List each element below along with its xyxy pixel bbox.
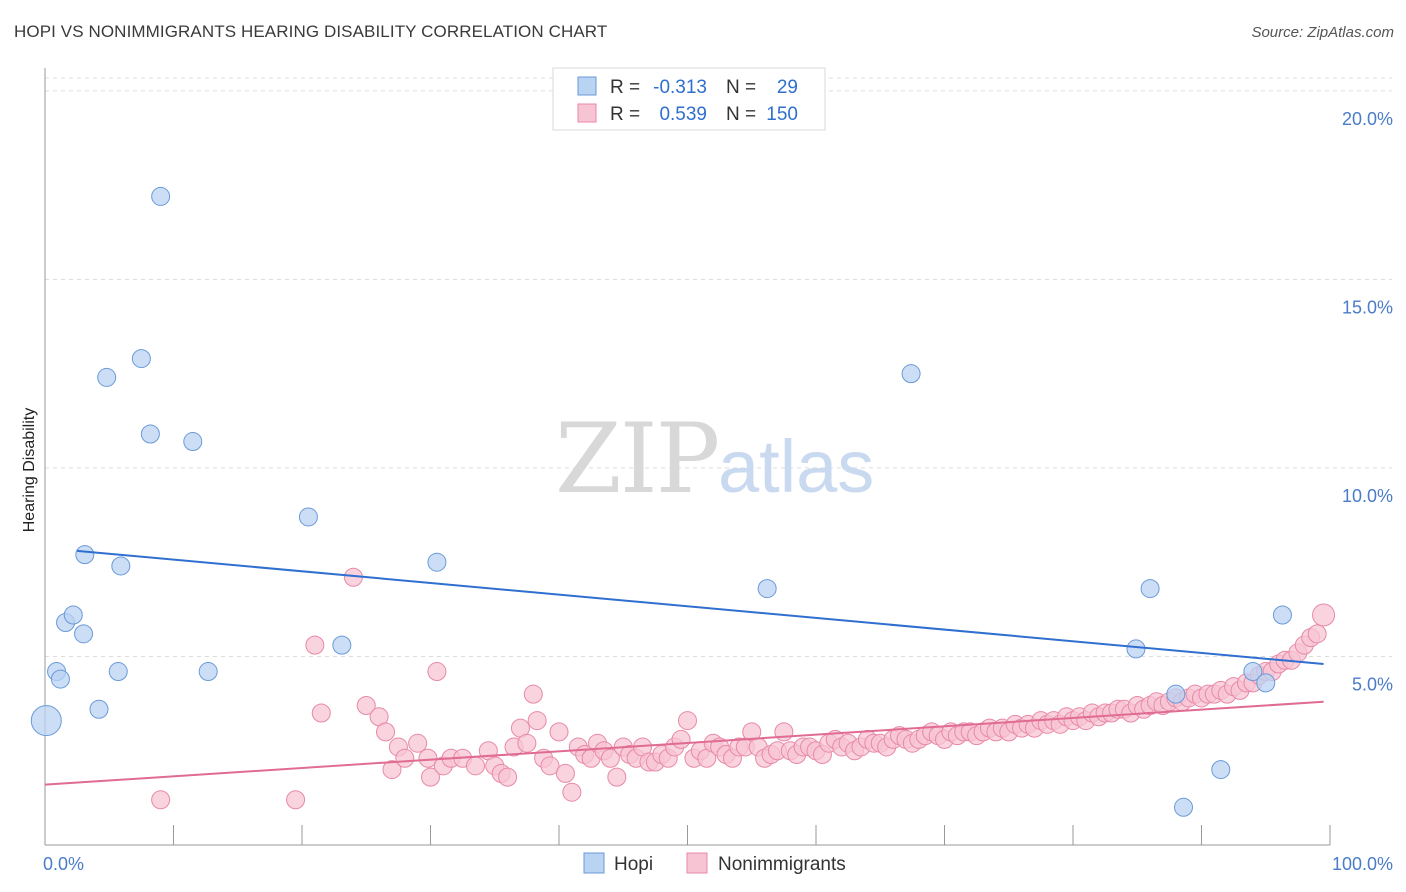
- series-legend: Hopi Nonimmigrants: [583, 852, 846, 875]
- y-tick-label-5: 5.0%: [1352, 674, 1393, 694]
- grid-lines: [45, 77, 1392, 657]
- non-point-2: [305, 635, 325, 655]
- hopi-point-24: [1174, 797, 1194, 817]
- non-point-13: [421, 767, 440, 787]
- legend-r-label-nonimmigrants: R =: [610, 104, 640, 125]
- watermark-atlas: atlas: [718, 425, 874, 508]
- hopi-point-15: [198, 662, 218, 682]
- hopi-point-5: [74, 624, 94, 644]
- non-point-5: [356, 695, 376, 715]
- correlation-legend: R = -0.313 N = 29 R = 0.539 N = 150: [552, 67, 826, 131]
- non-point-32: [562, 782, 582, 802]
- hopi-point-2: [50, 669, 70, 689]
- trend-lines: [44, 549, 1324, 786]
- source-credit: Source: ZipAtlas.com: [1251, 24, 1394, 41]
- series-hopi: [30, 186, 1292, 817]
- hopi-point-17: [332, 635, 352, 655]
- non-point-29: [540, 756, 560, 776]
- non-point-0: [151, 790, 171, 810]
- non-point-65: [774, 722, 794, 742]
- non-point-11: [408, 733, 428, 753]
- hopi-point-13: [151, 186, 171, 206]
- non-point-26: [523, 684, 543, 704]
- hopi-point-7: [89, 699, 109, 719]
- legend-n-label-hopi: N =: [726, 77, 756, 98]
- hopi-point-16: [298, 507, 318, 527]
- hopi-point-19: [757, 579, 777, 599]
- non-point-18: [465, 756, 485, 776]
- non-point-10: [395, 748, 415, 768]
- y-axis-title: Hearing Disability: [21, 408, 38, 533]
- non-point-14: [427, 662, 447, 682]
- non-point-7: [376, 722, 396, 742]
- non-point-27: [527, 711, 547, 731]
- hopi-point-21: [1126, 639, 1146, 659]
- legend-n-value-hopi: 29: [777, 77, 798, 98]
- legend-bottom-swatch-nonimmigrants: [686, 852, 708, 874]
- non-point-1: [286, 790, 306, 810]
- chart-title: HOPI VS NONIMMIGRANTS HEARING DISABILITY…: [14, 22, 608, 41]
- hopi-point-12: [140, 424, 160, 444]
- non-point-38: [600, 748, 620, 768]
- hopi-point-27: [1256, 673, 1276, 693]
- hopi-point-14: [183, 432, 203, 452]
- hopi-trend-line: [77, 549, 1324, 666]
- y-tick-label-20: 20.0%: [1342, 109, 1393, 129]
- hopi-point-18: [427, 552, 447, 572]
- watermark-zip: ZIP: [555, 403, 718, 515]
- hopi-point-11: [131, 349, 151, 369]
- legend-bottom-label-hopi: Hopi: [614, 854, 653, 875]
- non-point-22: [498, 767, 518, 787]
- x-tick-label-0: 0.0%: [43, 854, 84, 874]
- non-point-50: [678, 711, 697, 731]
- non-point-25: [517, 733, 537, 753]
- legend-bottom-swatch-hopi: [583, 852, 605, 874]
- legend-n-label-nonimmigrants: N =: [726, 104, 756, 125]
- hopi-point-9: [108, 662, 128, 682]
- x-tick-label-100: 100.0%: [1332, 854, 1393, 874]
- hopi-point-8: [97, 367, 117, 387]
- legend-bottom-label-nonimmigrants: Nonimmigrants: [718, 854, 846, 875]
- series-nonimmigrants: [151, 567, 1336, 810]
- non-point-149: [1312, 603, 1336, 627]
- non-trend-line: [44, 700, 1324, 786]
- legend-r-value-nonimmigrants: 0.539: [659, 104, 707, 125]
- legend-r-label-hopi: R =: [610, 77, 640, 98]
- non-point-49: [671, 729, 691, 749]
- hopi-point-26: [1243, 662, 1263, 682]
- legend-swatch-nonimmigrants: [577, 103, 597, 123]
- hopi-point-20: [901, 364, 921, 384]
- non-point-31: [555, 763, 575, 783]
- non-point-148: [1307, 624, 1327, 644]
- non-point-30: [549, 722, 569, 742]
- hopi-point-4: [63, 605, 83, 625]
- y-tick-label-10: 10.0%: [1342, 486, 1393, 506]
- hopi-point-22: [1140, 579, 1160, 599]
- legend-r-value-hopi: -0.313: [653, 77, 707, 98]
- hopi-point-6: [75, 545, 95, 565]
- y-tick-label-15: 15.0%: [1342, 297, 1393, 317]
- hopi-point-10: [111, 556, 131, 576]
- hopi-point-25: [1211, 760, 1231, 780]
- tick-labels: 5.0% 10.0% 15.0% 20.0% 0.0% 100.0%: [43, 109, 1393, 874]
- hopi-point-23: [1166, 684, 1186, 704]
- non-point-8: [382, 760, 402, 780]
- hopi-point-0: [30, 705, 62, 737]
- non-point-39: [607, 767, 627, 787]
- hopi-point-28: [1272, 605, 1292, 625]
- non-point-3: [311, 703, 331, 723]
- watermark: ZIP atlas: [555, 403, 874, 515]
- legend-n-value-nonimmigrants: 150: [766, 104, 798, 125]
- legend-swatch-hopi: [577, 76, 597, 96]
